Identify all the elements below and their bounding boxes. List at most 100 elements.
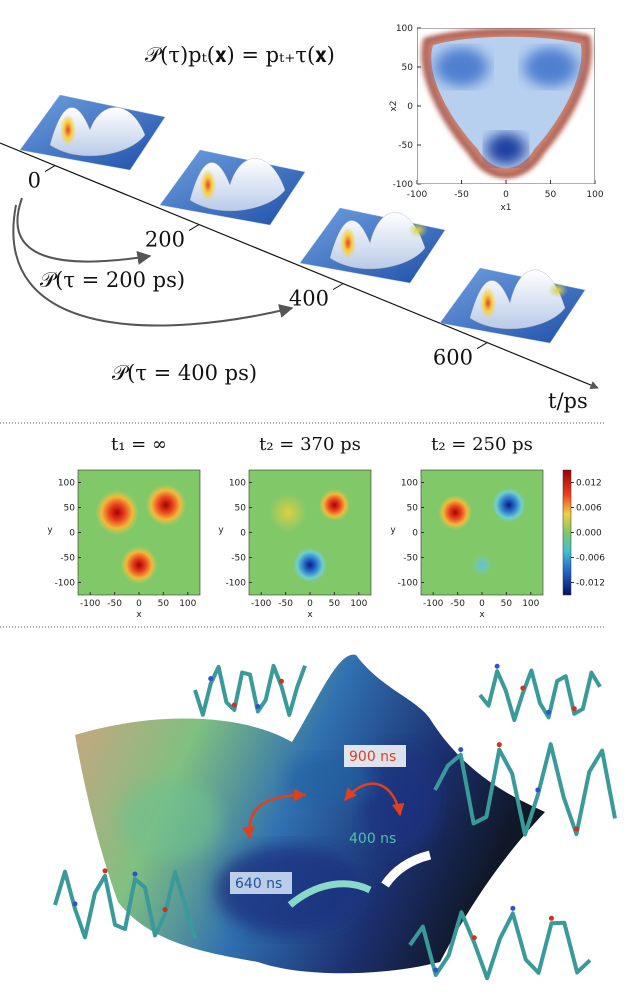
y-tick-label: -50 — [403, 554, 418, 564]
y-axis-label: y — [390, 526, 396, 536]
y-tick-label: -100 — [55, 579, 76, 589]
colorbar-tick-label: -0.006 — [576, 554, 605, 564]
surface-peak — [200, 169, 216, 201]
x-tick-label: 50 — [158, 599, 170, 609]
atom — [573, 826, 579, 832]
atom — [231, 702, 237, 708]
y-tick-label: 50 — [402, 63, 414, 73]
arrow — [16, 197, 152, 265]
time-tick — [476, 342, 488, 350]
heatmap-blob — [145, 484, 187, 526]
colorbar-tick-label: -0.012 — [576, 579, 605, 589]
x-tick-label: 50 — [329, 599, 341, 609]
molecule — [408, 910, 592, 981]
heatmap-blob — [120, 546, 158, 584]
atom — [510, 905, 516, 911]
time-tick — [332, 283, 344, 291]
y-tick-label: 0 — [412, 529, 418, 539]
map-title: t₁ = ∞ — [111, 434, 167, 455]
time-axis — [0, 142, 599, 390]
x-tick-label: -100 — [80, 599, 101, 609]
surface-bump — [469, 269, 566, 330]
x-tick-label: 100 — [586, 190, 603, 200]
atom — [132, 871, 138, 877]
surface-bump — [189, 158, 286, 212]
molecule — [478, 668, 602, 722]
time-tick-label: 0 — [28, 169, 41, 193]
x-tick-label: -100 — [423, 599, 444, 609]
y-tick-label: -100 — [398, 579, 419, 589]
atom — [494, 663, 500, 669]
atom — [546, 709, 552, 715]
x-axis-label: x — [307, 610, 313, 620]
x-tick-label: 0 — [503, 190, 509, 200]
y-tick-label: -100 — [226, 579, 247, 589]
transition-arrow — [242, 788, 307, 840]
y-axis-label: x2 — [389, 100, 399, 111]
x-axis-label: x1 — [500, 203, 511, 213]
atom — [162, 907, 168, 913]
y-tick-label: 100 — [401, 479, 418, 489]
atom — [548, 915, 554, 921]
x-tick-label: 100 — [522, 599, 539, 609]
y-tick-label: 0 — [69, 529, 75, 539]
molecule — [193, 663, 307, 717]
x-tick-label: -100 — [407, 190, 428, 200]
atom — [278, 678, 284, 684]
y-tick-label: -100 — [393, 180, 414, 190]
x-tick-label: 0 — [307, 599, 313, 609]
x-tick-label: 0 — [479, 599, 485, 609]
y-tick-label: -50 — [231, 554, 246, 564]
molecule — [433, 742, 617, 837]
equation: 𝒫(τ)pₜ(𝐱) = pₜ₊τ(𝐱) — [145, 43, 335, 67]
transition-arrow — [381, 850, 432, 888]
timescale-label: 400 ns — [349, 831, 396, 847]
y-tick-label: 0 — [407, 102, 413, 112]
x-tick-label: -50 — [107, 599, 122, 609]
arrow — [12, 204, 294, 327]
energy-landscape — [75, 654, 545, 974]
time-axis-label: t/ps — [548, 389, 588, 413]
x-tick-label: -50 — [450, 599, 465, 609]
atom — [208, 676, 214, 682]
time-tick — [44, 165, 56, 172]
y-tick-label: 50 — [235, 504, 247, 514]
x-tick-label: -100 — [251, 599, 272, 609]
atom — [571, 706, 577, 712]
time-tick — [188, 224, 200, 232]
time-tick-label: 200 — [145, 228, 185, 252]
colorbar-tick-label: 0.006 — [576, 504, 602, 514]
colorbar — [562, 469, 572, 596]
surface-peak — [408, 222, 428, 238]
y-tick-label: 100 — [229, 479, 246, 489]
timescale-label: 900 ns — [349, 749, 396, 765]
x-axis-label: x — [479, 610, 485, 620]
x-tick-label: 50 — [545, 190, 557, 200]
heatmap-blob — [471, 554, 493, 576]
heatmap-blob — [318, 489, 351, 521]
surface-peak — [480, 287, 496, 319]
map-title: t₂ = 370 ps — [259, 434, 361, 455]
transition-arrow — [344, 782, 405, 817]
x-axis-label: x — [136, 610, 142, 620]
atom — [72, 901, 78, 907]
label-box — [344, 745, 406, 767]
atom — [458, 747, 464, 753]
surface-peak — [340, 227, 356, 259]
atom — [255, 703, 261, 709]
atom — [496, 742, 502, 748]
heatmap-blob — [268, 492, 308, 533]
y-tick-label: 50 — [407, 504, 419, 514]
colorbar-tick-label: 0.012 — [576, 479, 602, 489]
label-box — [230, 872, 292, 894]
x-tick-label: 50 — [501, 599, 513, 609]
timescale-label: 640 ns — [235, 876, 282, 892]
surface-bump — [329, 212, 426, 270]
x-tick-label: 100 — [350, 599, 367, 609]
atom — [520, 685, 526, 691]
inset-plot — [417, 28, 595, 184]
x-tick-label: -50 — [278, 599, 293, 609]
propagator-label: 𝒫(τ = 200 ps) — [40, 268, 185, 292]
atom — [102, 868, 108, 874]
